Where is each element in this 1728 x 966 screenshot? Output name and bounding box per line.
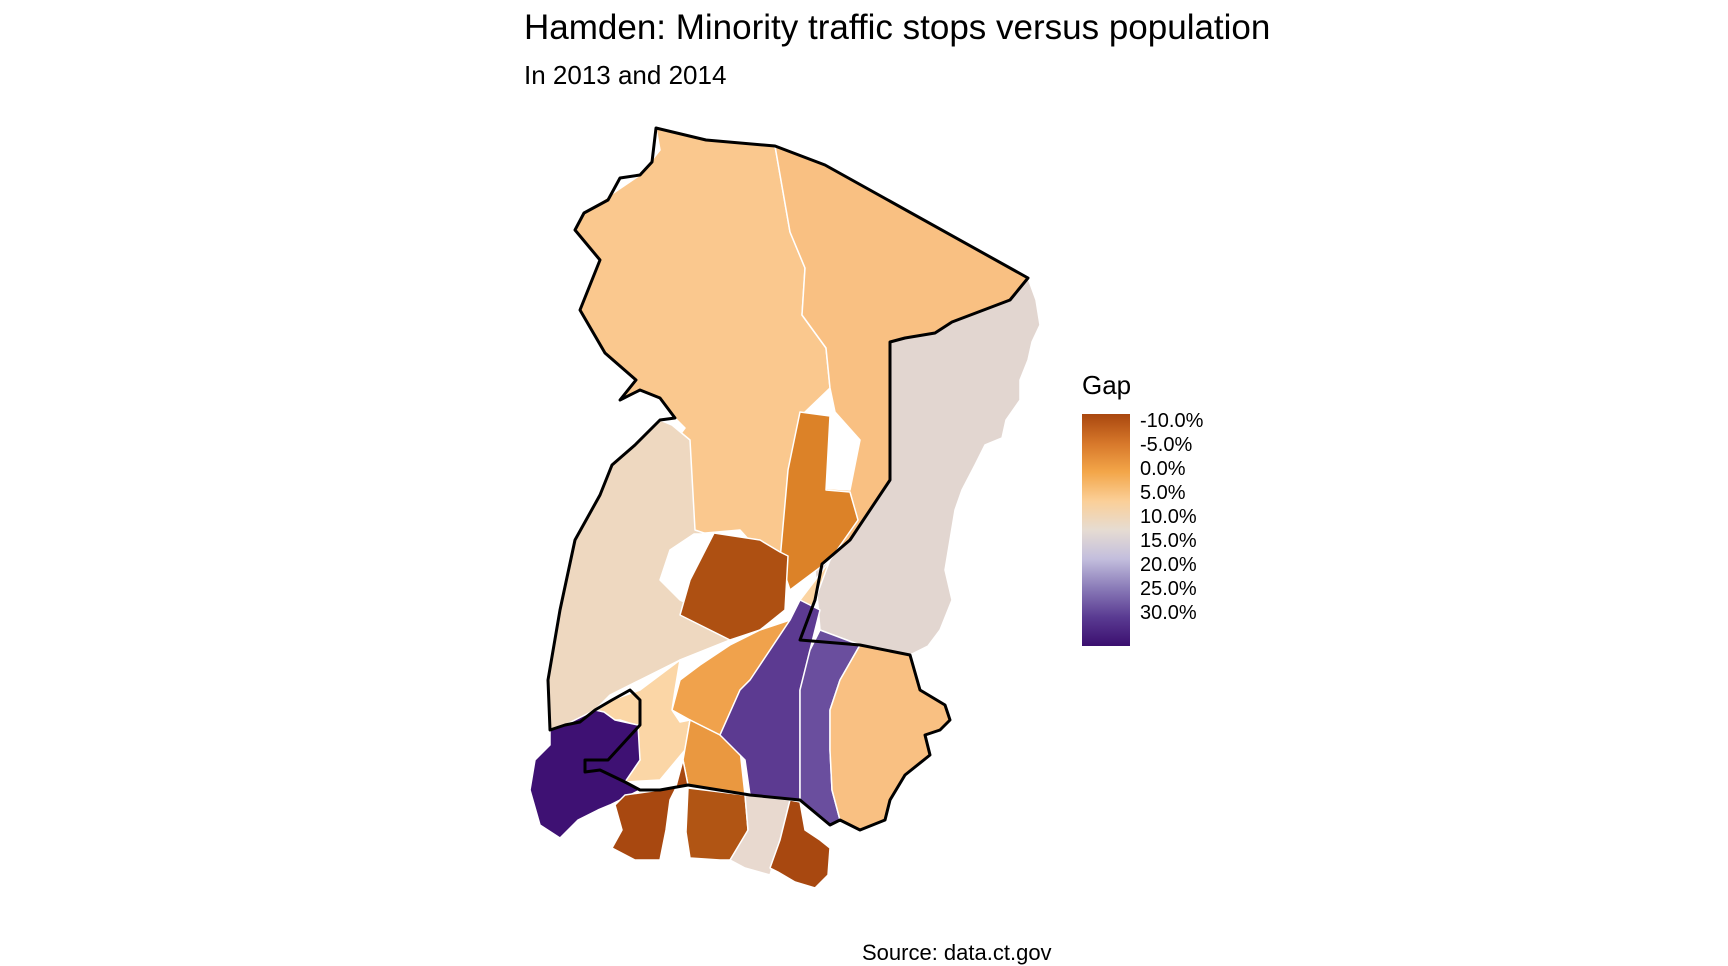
legend-label: 0.0% <box>1140 458 1186 480</box>
region-bottom-brown-a[interactable] <box>611 759 689 861</box>
town-boundary-outline <box>546 126 1030 832</box>
legend-label: 30.0% <box>1140 602 1197 624</box>
legend-label: -10.0% <box>1140 410 1204 432</box>
legend-label: 20.0% <box>1140 554 1197 576</box>
region-bottom-brown-c[interactable] <box>769 799 831 889</box>
legend-label: 25.0% <box>1140 578 1197 600</box>
source-caption: Source: data.ct.gov <box>862 940 1052 965</box>
legend-title: Gap <box>1082 370 1132 400</box>
legend-label: -5.0% <box>1140 434 1193 456</box>
page-subtitle: In 2013 and 2014 <box>524 60 727 90</box>
legend-label: 10.0% <box>1140 506 1197 528</box>
legend-label: 15.0% <box>1140 530 1197 552</box>
legend-color-bar <box>1082 414 1130 646</box>
legend-label: 5.0% <box>1140 482 1186 504</box>
page-title: Hamden: Minority traffic stops versus po… <box>524 8 1271 47</box>
